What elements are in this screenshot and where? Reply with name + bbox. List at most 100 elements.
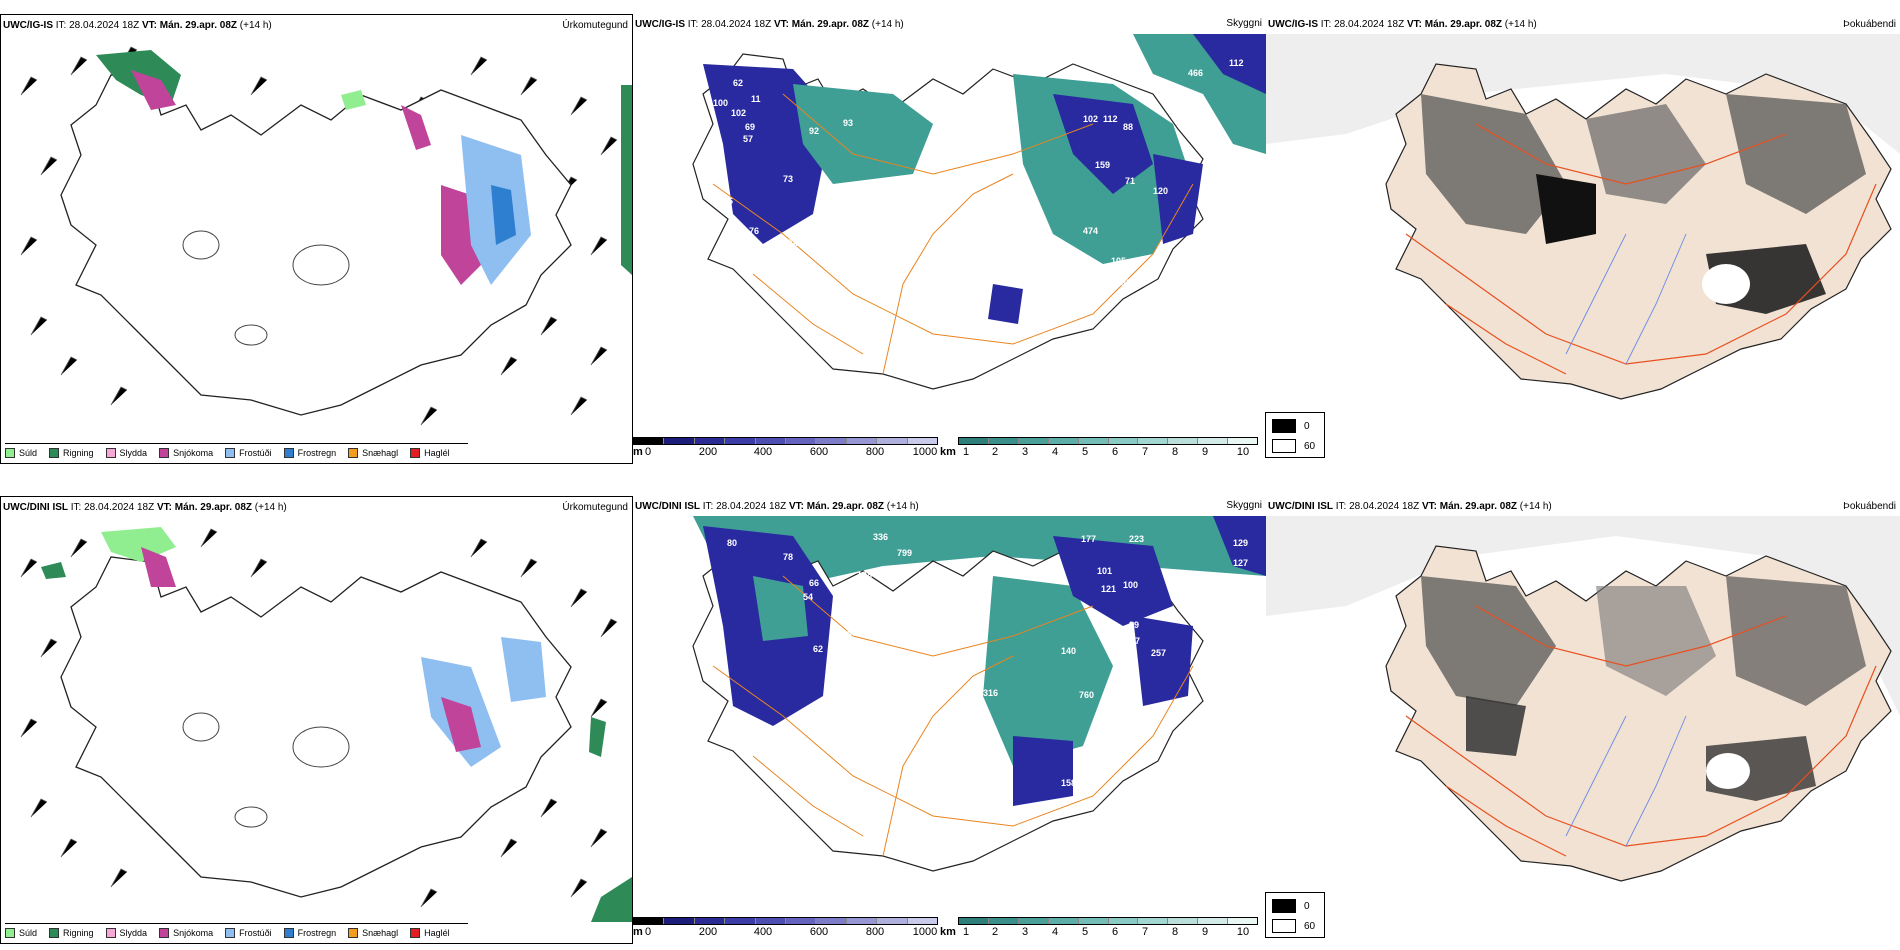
- tick-label: 9: [1201, 926, 1209, 938]
- vis-label: 140: [1061, 646, 1076, 656]
- panel-header: UWC/IG-IS IT: 28.04.2024 18Z VT: Mán. 29…: [1268, 17, 1537, 33]
- swatch-frostudi: [225, 928, 236, 938]
- vis-label: 62: [733, 78, 743, 88]
- panel-title: Þokuábendi: [1843, 19, 1896, 30]
- panel-title: Úrkomutegund: [562, 20, 628, 31]
- tick-label: 8: [1171, 926, 1179, 938]
- legend-item: Snjókoma: [159, 928, 213, 938]
- tick-label: 1: [962, 446, 970, 458]
- fog-legend-igis: 0 60: [1265, 412, 1325, 458]
- vis-label: 85: [1121, 278, 1131, 288]
- legend-item: Frostúði: [225, 448, 272, 458]
- vis-label: 336: [873, 532, 888, 542]
- fog-shading: [1421, 576, 1866, 801]
- panel-header: UWC/DINI ISL IT: 28.04.2024 18Z VT: Mán.…: [635, 499, 919, 515]
- legend-item: Súld: [5, 928, 37, 938]
- init-time-label: IT:: [70, 502, 82, 513]
- swatch-slydda: [105, 928, 116, 938]
- swatch-rigning: [49, 448, 60, 458]
- fog-legend-label: 60: [1304, 440, 1316, 452]
- rivers: [1565, 233, 1687, 365]
- swatch-frostudi: [225, 448, 236, 458]
- tick-label: 0: [644, 446, 652, 458]
- vis-label: 78: [783, 552, 793, 562]
- panel-title: Skyggni: [1226, 500, 1262, 511]
- legend-label: Snæhagl: [362, 928, 399, 938]
- fog-swatch-white: [1272, 919, 1296, 933]
- panel-title: Þokuábendi: [1843, 501, 1896, 512]
- legend-item: Snjókoma: [159, 448, 213, 458]
- legend-label: Frostúði: [239, 448, 272, 458]
- vis-label: 799: [897, 548, 912, 558]
- vis-label: 296: [1189, 588, 1204, 598]
- iceland-map-fog: [1266, 34, 1900, 400]
- vis-label: 63: [1051, 302, 1061, 312]
- init-time-value: 28.04.2024 18Z: [69, 20, 140, 31]
- tick-label: 1000: [912, 926, 938, 938]
- vis-label: 71: [1125, 176, 1135, 186]
- vis-label: 107: [1125, 636, 1140, 646]
- legend-item: Haglél: [410, 448, 450, 458]
- panel-title: Skyggni: [1226, 18, 1262, 29]
- swatch-haglel: [410, 448, 421, 458]
- tick-label: 5: [1081, 446, 1089, 458]
- precip-patches: [41, 527, 632, 922]
- legend-label: Snjókoma: [173, 928, 214, 938]
- valid-time-value: Mán. 29.apr. 08Z: [806, 501, 885, 512]
- visibility-labels: 80 78 66 54 336 799 128 69 62 130 177 22…: [727, 532, 1248, 788]
- legend-item: Slydda: [105, 928, 147, 938]
- panel-header: UWC/IG-IS IT: 28.04.2024 18Z VT: Mán. 29…: [3, 18, 272, 34]
- fog-swatch-white: [1272, 439, 1296, 453]
- legend-item: Frostregn: [283, 448, 336, 458]
- vis-label: 474: [1083, 226, 1098, 236]
- vis-label: 100: [713, 98, 728, 108]
- vis-label: 11: [751, 94, 761, 104]
- swatch-sudl: [5, 928, 15, 938]
- visibility-panel-dini: UWC/DINI ISL IT: 28.04.2024 18Z VT: Mán.…: [633, 496, 1266, 944]
- tick-label: 400: [753, 926, 773, 938]
- tick-label: 9: [1201, 446, 1209, 458]
- swatch-frostregn: [283, 928, 294, 938]
- roads: [712, 93, 1194, 375]
- tick-label: 800: [865, 926, 885, 938]
- roads: [712, 575, 1194, 857]
- vis-label: 130: [847, 676, 862, 686]
- legend-label: Snæhagl: [362, 448, 399, 458]
- tick-label: 6: [1111, 446, 1119, 458]
- legend-label: Haglél: [424, 448, 450, 458]
- model-name: UWC/DINI ISL: [1268, 501, 1333, 512]
- lead-time: (+14 h): [254, 502, 287, 513]
- swatch-slydda: [105, 448, 116, 458]
- glaciers: [182, 230, 350, 346]
- precip-legend: Súld Rigning Slydda Snjókoma Frostúði Fr…: [5, 923, 468, 942]
- vis-label: 76: [763, 254, 773, 264]
- vis-label: 127: [1233, 558, 1248, 568]
- vis-label: 56: [723, 196, 733, 206]
- legend-item: Rigning: [49, 448, 94, 458]
- tick-label: 600: [809, 446, 829, 458]
- tick-label: 2: [991, 446, 999, 458]
- colorbar-ticks-m: 0 200 400 600 800 1000: [633, 926, 938, 938]
- legend-item: Súld: [5, 448, 37, 458]
- valid-time-label: VT:: [1421, 501, 1437, 512]
- tick-label: 200: [698, 926, 718, 938]
- iceland-map-visibility: 80 78 66 54 336 799 128 69 62 130 177 22…: [692, 516, 1266, 872]
- legend-label: Haglél: [424, 928, 450, 938]
- colorbar-unit-km: km: [940, 926, 956, 938]
- colorbar-unit-km: km: [940, 446, 956, 458]
- roads: [1405, 123, 1877, 375]
- precip-type-panel-dini: UWC/DINI ISL IT: 28.04.2024 18Z VT: Mán.…: [0, 496, 633, 944]
- tick-label: 400: [753, 446, 773, 458]
- vis-label: 111: [1028, 290, 1042, 300]
- precip-type-panel-igis: UWC/IG-IS IT: 28.04.2024 18Z VT: Mán. 29…: [0, 14, 633, 464]
- init-time-label: IT:: [687, 19, 699, 30]
- fog-panel-igis: UWC/IG-IS IT: 28.04.2024 18Z VT: Mán. 29…: [1266, 14, 1900, 434]
- legend-label: Súld: [19, 448, 38, 458]
- visibility-colorbar-km: [958, 917, 1258, 925]
- tick-label: 8: [1171, 446, 1179, 458]
- vis-label: 57: [743, 134, 753, 144]
- init-time-value: 28.04.2024 18Z: [1349, 501, 1420, 512]
- fog-panel-dini: UWC/DINI ISL IT: 28.04.2024 18Z VT: Mán.…: [1266, 496, 1900, 892]
- precip-patches: [96, 50, 632, 285]
- tick-label: 0: [644, 926, 652, 938]
